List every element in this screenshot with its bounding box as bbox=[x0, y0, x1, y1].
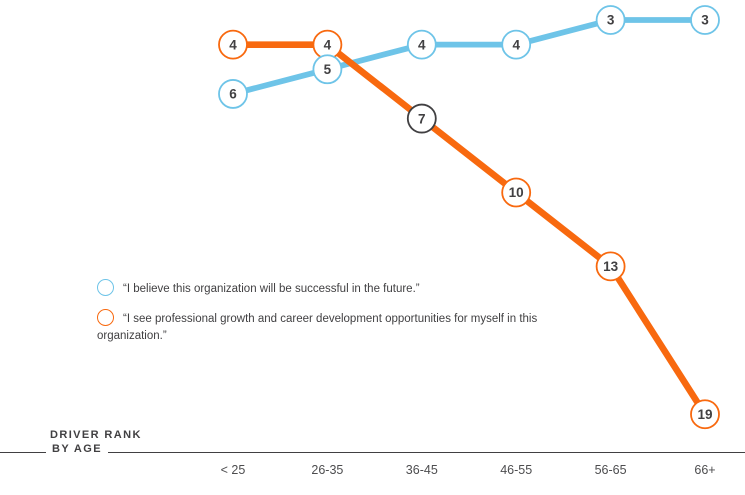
x-tick-2: 36-45 bbox=[405, 463, 438, 477]
data-point-circle bbox=[595, 5, 626, 35]
data-point-value: 4 bbox=[512, 37, 520, 52]
data-point-growth-opportunities-2: 7 bbox=[406, 103, 437, 134]
data-point-value: 3 bbox=[701, 13, 709, 28]
x-tick-1: 26-35 bbox=[311, 463, 344, 477]
data-point-circle bbox=[501, 29, 532, 60]
legend: “I believe this organization will be suc… bbox=[97, 279, 577, 356]
x-tick-5: 66+ bbox=[694, 463, 716, 477]
data-point-circle bbox=[218, 29, 248, 60]
data-point-circle bbox=[690, 5, 720, 35]
data-point-circle bbox=[595, 251, 626, 282]
data-point-value: 19 bbox=[697, 407, 712, 422]
data-point-believe-successful-5: 3 bbox=[690, 5, 720, 35]
data-point-value: 4 bbox=[229, 37, 237, 52]
data-point-value: 4 bbox=[418, 37, 426, 52]
data-point-growth-opportunities-4: 13 bbox=[595, 251, 626, 282]
data-point-value: 7 bbox=[418, 111, 426, 126]
legend-label: “I see professional growth and career de… bbox=[97, 313, 538, 342]
series-line-growth-opportunities bbox=[229, 41, 709, 418]
legend-label: “I believe this organization will be suc… bbox=[123, 283, 420, 295]
x-tick-3: 46-55 bbox=[500, 463, 533, 477]
data-point-circle bbox=[218, 79, 248, 109]
data-point-value: 3 bbox=[607, 13, 615, 28]
data-point-believe-successful-1: 5 bbox=[312, 54, 343, 85]
data-point-growth-opportunities-3: 10 bbox=[501, 177, 532, 208]
data-point-value: 4 bbox=[324, 37, 332, 52]
data-point-value: 5 bbox=[324, 62, 332, 77]
data-point-circle bbox=[406, 29, 437, 60]
legend-marker-circle-orange bbox=[97, 309, 114, 326]
x-tick-4: 56-65 bbox=[594, 463, 627, 477]
data-point-circle bbox=[312, 54, 343, 85]
data-point-value: 6 bbox=[229, 87, 237, 102]
axis-title-line2: BY AGE bbox=[46, 442, 108, 456]
axis-title-line1: DRIVER RANK bbox=[50, 429, 142, 441]
x-axis-line bbox=[0, 452, 745, 453]
legend-marker-circle-blue bbox=[97, 279, 114, 296]
data-point-circle bbox=[501, 177, 532, 208]
legend-item-believe-successful: “I believe this organization will be suc… bbox=[97, 279, 577, 298]
data-point-growth-opportunities-0: 4 bbox=[218, 29, 248, 60]
data-point-growth-opportunities-5: 19 bbox=[690, 399, 720, 430]
data-point-value: 10 bbox=[509, 185, 524, 200]
series-line-believe-successful bbox=[230, 17, 708, 97]
data-point-value: 13 bbox=[603, 259, 619, 274]
data-point-circle bbox=[690, 399, 720, 430]
data-point-believe-successful-2: 4 bbox=[406, 29, 437, 60]
legend-item-growth-opportunities: “I see professional growth and career de… bbox=[97, 309, 577, 345]
x-tick-0: < 25 bbox=[220, 463, 246, 477]
axis-title: DRIVER RANK BY AGE bbox=[46, 428, 142, 456]
line-chart: 4 4 7 10 13 19 6 5 4 4 3 3 bbox=[218, 5, 720, 430]
data-point-believe-successful-4: 3 bbox=[595, 5, 626, 35]
data-point-believe-successful-3: 4 bbox=[501, 29, 532, 60]
data-point-believe-successful-0: 6 bbox=[218, 79, 248, 109]
data-point-circle bbox=[406, 103, 437, 134]
